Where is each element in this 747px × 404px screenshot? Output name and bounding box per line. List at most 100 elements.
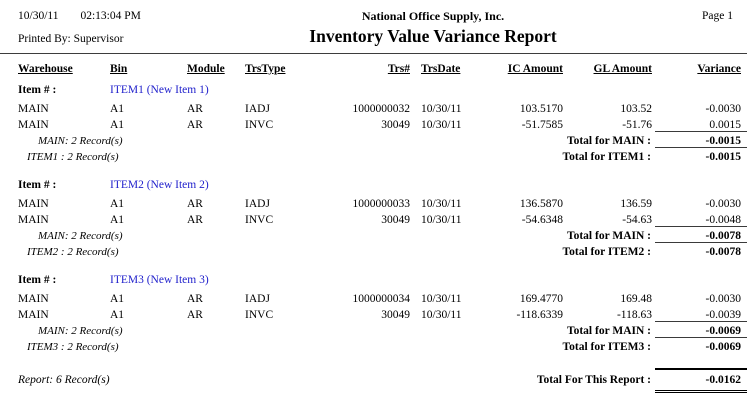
cell-trs_no: 30049 (381, 309, 410, 321)
spacer-row (0, 163, 747, 172)
cell-ic_amount: 169.4770 (519, 293, 563, 305)
total-value: -0.0069 (705, 341, 741, 353)
column-header-module: Module (187, 60, 245, 77)
cell-warehouse: MAIN (18, 103, 49, 115)
column-header-icamount: IC Amount (478, 60, 565, 77)
transaction-row: MAIN A1 AR IADJ 1000000033 10/30/11 136.5870 13… (0, 194, 747, 210)
item-name: ITEM1 (New Item 1) (110, 84, 209, 96)
total-label: Total for ITEM2 : (562, 246, 652, 258)
spacer-row (0, 353, 747, 362)
cell-variance: -0.0030 (705, 198, 741, 210)
column-header-label: TrsType (245, 63, 286, 75)
total-label: Total for MAIN : (566, 230, 651, 242)
record-count: MAIN: 2 Record(s) (38, 135, 123, 147)
item-number-label: Item # : (18, 84, 57, 96)
column-header-label: IC Amount (507, 63, 563, 75)
cell-trs_date: 10/30/11 (421, 103, 462, 115)
total-value: -0.0069 (655, 320, 747, 338)
company-name: National Office Supply, Inc. (361, 9, 505, 23)
cell-trs_type: INVC (245, 119, 274, 131)
total-label: Total for MAIN : (566, 135, 651, 147)
column-header-label: Variance (697, 63, 741, 75)
item-number-label: Item # : (18, 179, 57, 191)
page-number: Page 1 (702, 10, 733, 22)
cell-warehouse: MAIN (18, 309, 49, 321)
total-value: -0.0015 (655, 130, 747, 148)
cell-trs_no: 1000000033 (352, 198, 411, 210)
column-header-row: Warehouse Bin Module TrsType Trs# TrsDate IC A… (0, 60, 747, 77)
cell-ic_amount: -51.7585 (521, 119, 563, 131)
column-header-bin: Bin (110, 60, 187, 77)
cell-bin: A1 (110, 198, 125, 210)
record-count: MAIN: 2 Record(s) (38, 325, 123, 337)
cell-trs_date: 10/30/11 (421, 309, 462, 321)
column-header-label: TrsDate (421, 63, 461, 75)
cell-warehouse: MAIN (18, 293, 49, 305)
cell-trs_date: 10/30/11 (421, 198, 462, 210)
record-count: MAIN: 2 Record(s) (38, 230, 123, 242)
header-divider (0, 53, 747, 54)
report-total-value: -0.0162 (655, 368, 747, 393)
column-header-label: Bin (110, 63, 128, 75)
total-label: Total for ITEM3 : (562, 341, 652, 353)
cell-trs_date: 10/30/11 (421, 214, 462, 226)
cell-trs_no: 1000000034 (352, 293, 411, 305)
cell-bin: A1 (110, 119, 125, 131)
transaction-row: MAIN A1 AR IADJ 1000000032 10/30/11 103.5170 10… (0, 99, 747, 115)
cell-variance: 0.0015 (709, 118, 741, 131)
spacer-row (0, 258, 747, 267)
column-header-label: GL Amount (593, 63, 652, 75)
column-header-trsdate: TrsDate (412, 60, 478, 77)
cell-gl_amount: 136.59 (620, 198, 652, 210)
cell-bin: A1 (110, 214, 125, 226)
cell-variance: -0.0030 (705, 293, 741, 305)
cell-trs_date: 10/30/11 (421, 119, 462, 131)
report-record-count: Report: 6 Record(s) (18, 374, 110, 386)
cell-module: AR (187, 119, 203, 131)
record-count: ITEM3 : 2 Record(s) (27, 341, 119, 353)
item-header-row: Item # : ITEM3 (New Item 3) (0, 267, 747, 289)
table-body: Item # : ITEM1 (New Item 1) MAIN A1 AR IADJ 10… (0, 77, 747, 393)
item-summary-row: ITEM3 : 2 Record(s) Total for ITEM3 : -0.0… (0, 337, 747, 353)
report-total-label: Total For This Report : (536, 374, 651, 386)
item-header-row: Item # : ITEM1 (New Item 1) (0, 77, 747, 99)
column-header-trs: Trs# (302, 60, 412, 77)
cell-gl_amount: -54.63 (622, 214, 652, 226)
spacer (0, 258, 747, 267)
warehouse-summary-row: MAIN: 2 Record(s) Total for MAIN : -0.0015 (0, 130, 747, 148)
page-header-left: 10/30/11 02:13:04 PM Printed By: Supervis… (18, 9, 208, 47)
cell-gl_amount: 103.52 (620, 103, 652, 115)
page-header: 10/30/11 02:13:04 PM Printed By: Supervis… (0, 0, 747, 47)
cell-ic_amount: -118.6339 (516, 309, 563, 321)
cell-trs_no: 30049 (381, 119, 410, 131)
spacer (0, 362, 747, 369)
transaction-row: MAIN A1 AR INVC 30049 10/30/11 -51.7585 -51.76 0… (0, 115, 747, 132)
cell-gl_amount: -118.63 (616, 309, 652, 321)
cell-module: AR (187, 103, 203, 115)
column-header-warehouse: Warehouse (0, 60, 110, 77)
cell-bin: A1 (110, 309, 125, 321)
cell-trs_type: IADJ (245, 198, 270, 210)
column-header-label: Module (187, 63, 225, 75)
column-header-label: Trs# (387, 63, 410, 75)
column-header-glamount: GL Amount (565, 60, 655, 77)
cell-trs_type: IADJ (245, 293, 270, 305)
cell-module: AR (187, 198, 203, 210)
total-label: Total for ITEM1 : (562, 151, 652, 163)
warehouse-summary-row: MAIN: 2 Record(s) Total for MAIN : -0.0069 (0, 320, 747, 338)
item-number-label: Item # : (18, 274, 57, 286)
record-count: ITEM1 : 2 Record(s) (27, 151, 119, 163)
variance-table: Warehouse Bin Module TrsType Trs# TrsDate IC A… (0, 60, 747, 393)
item-summary-row: ITEM1 : 2 Record(s) Total for ITEM1 : -0.0… (0, 147, 747, 163)
cell-bin: A1 (110, 103, 125, 115)
total-value: -0.0015 (705, 151, 741, 163)
column-header-variance: Variance (655, 60, 747, 77)
printed-by: Printed By: Supervisor (18, 33, 124, 45)
cell-module: AR (187, 309, 203, 321)
item-header-row: Item # : ITEM2 (New Item 2) (0, 172, 747, 194)
print-date: 10/30/11 (18, 10, 59, 22)
cell-bin: A1 (110, 293, 125, 305)
cell-trs_type: IADJ (245, 103, 270, 115)
cell-variance: -0.0039 (705, 308, 741, 321)
